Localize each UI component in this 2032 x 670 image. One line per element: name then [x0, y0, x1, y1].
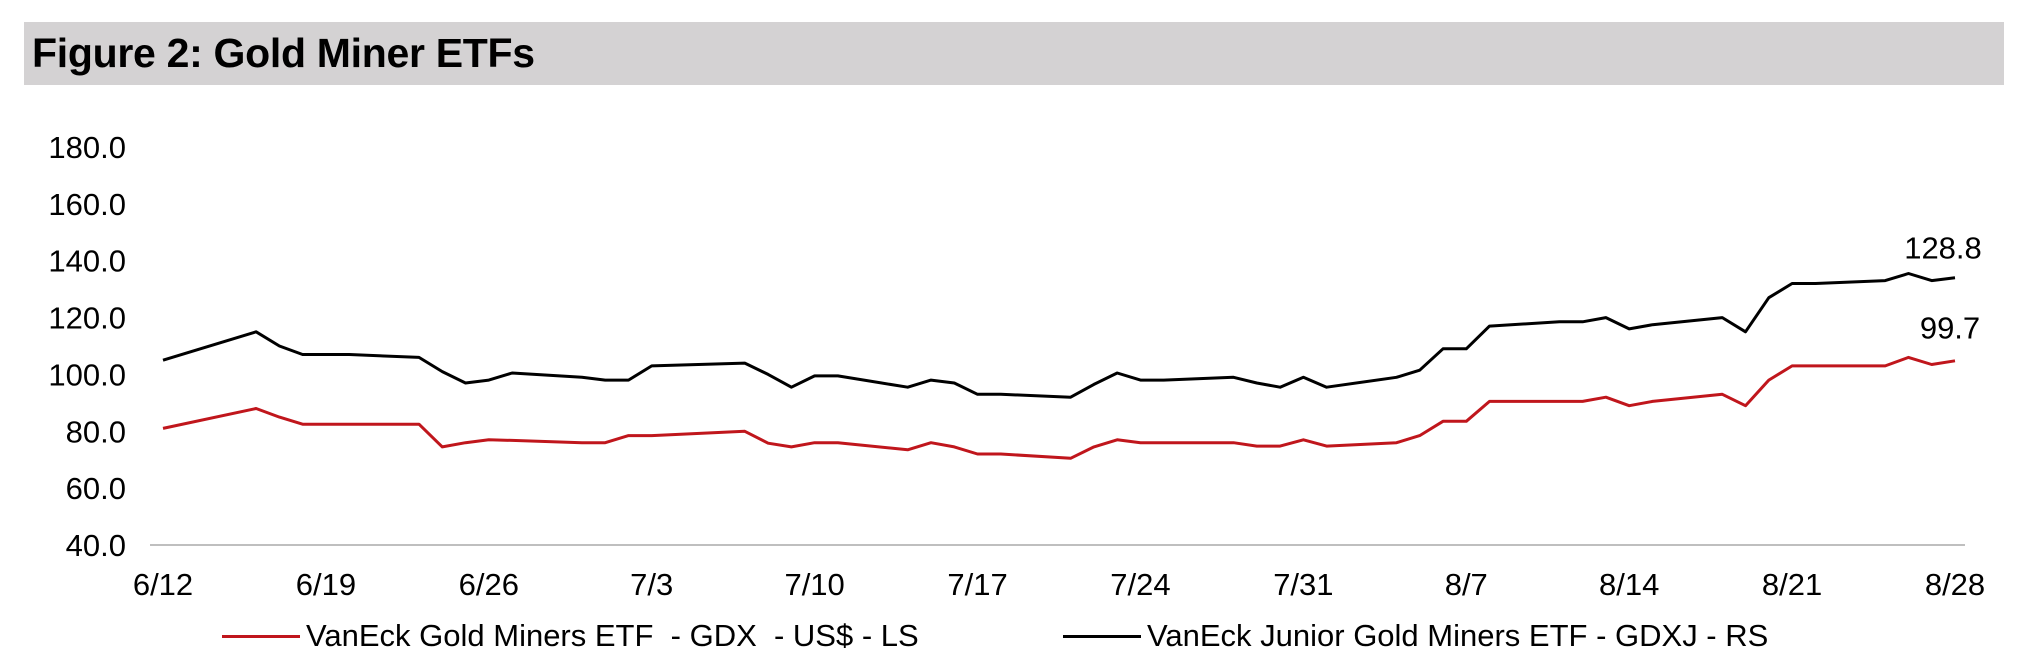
x-tick-label: 7/24: [1110, 567, 1170, 602]
series-line-gdx: [162, 355, 1956, 460]
y-tick-label: 140.0: [48, 244, 126, 279]
y-tick-label: 120.0: [48, 301, 126, 336]
x-tick-label: 6/19: [296, 567, 356, 602]
legend-item-gdx: VanEck Gold Miners ETF - GDX - US$ - LS: [222, 618, 919, 654]
legend-item-gdxj: VanEck Junior Gold Miners ETF - GDXJ - R…: [1063, 618, 1768, 654]
figure-header-bar: Figure 2: Gold Miner ETFs: [24, 22, 2004, 85]
y-tick-label: 60.0: [66, 471, 126, 506]
y-tick-label: 180.0: [48, 130, 126, 165]
x-tick-label: 7/3: [630, 567, 673, 602]
y-tick-label: 160.0: [48, 187, 126, 222]
y-tick-label: 100.0: [48, 357, 126, 392]
x-tick-label: 7/10: [784, 567, 844, 602]
x-tick-label: 8/7: [1445, 567, 1488, 602]
x-tick-label: 8/21: [1762, 567, 1822, 602]
legend-label-gdxj: VanEck Junior Gold Miners ETF - GDXJ - R…: [1147, 618, 1769, 653]
series-line-gdxj: [162, 272, 1956, 399]
end-value-label-gdx: 99.7: [1920, 310, 1980, 345]
plot-area: 180.0160.0140.0120.0100.080.060.040.06/1…: [48, 130, 1985, 602]
x-tick-label: 6/12: [133, 567, 193, 602]
legend-swatch-gdx: [222, 634, 300, 638]
x-tick-label: 8/14: [1599, 567, 1659, 602]
x-tick-label: 7/31: [1273, 567, 1333, 602]
end-value-label-gdxj: 128.8: [1904, 231, 1982, 266]
y-tick-label: 80.0: [66, 414, 126, 449]
legend-label-gdx: VanEck Gold Miners ETF - GDX - US$ - LS: [306, 618, 919, 653]
legend-swatch-gdxj: [1063, 634, 1141, 638]
y-tick-label: 40.0: [66, 528, 126, 563]
x-tick-label: 7/17: [947, 567, 1007, 602]
figure-title: Figure 2: Gold Miner ETFs: [32, 30, 535, 76]
x-tick-label: 8/28: [1925, 567, 1985, 602]
x-tick-label: 6/26: [459, 567, 519, 602]
